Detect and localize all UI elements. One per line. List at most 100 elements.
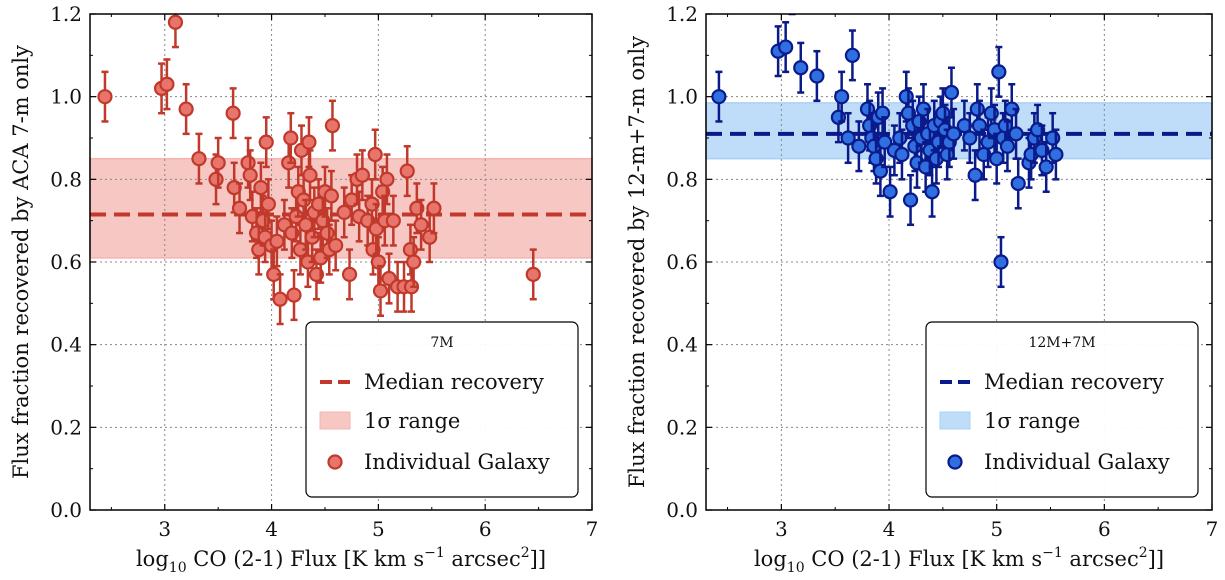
data-point xyxy=(354,167,370,183)
data-point xyxy=(924,184,940,200)
legend-band-sym: 1σ xyxy=(364,409,392,433)
y-tick-label: 1.0 xyxy=(50,85,82,109)
data-point xyxy=(301,134,317,150)
data-point xyxy=(1045,130,1061,146)
data-point xyxy=(892,130,908,146)
y-axis-label: Flux fraction recovered by ACA 7-m only xyxy=(9,45,33,479)
x-axis-label-part: 10 xyxy=(787,560,805,576)
data-point xyxy=(341,266,358,282)
data-point xyxy=(379,171,395,187)
x-tick-label: 7 xyxy=(1206,517,1219,541)
data-point xyxy=(962,130,978,146)
x-tick-label: 7 xyxy=(586,517,599,541)
y-tick-label: 0.0 xyxy=(666,498,698,522)
data-point xyxy=(385,213,401,229)
x-tick-label: 4 xyxy=(883,517,896,541)
data-point xyxy=(208,171,224,187)
data-point xyxy=(298,217,314,233)
data-point xyxy=(993,254,1009,270)
legend-band-swatch xyxy=(939,411,971,430)
data-point xyxy=(840,130,856,146)
data-point xyxy=(231,200,248,216)
legend-point-swatch xyxy=(947,454,963,470)
y-tick-label: 0.2 xyxy=(666,415,698,439)
data-point xyxy=(525,266,541,282)
x-axis-label-part: −1 xyxy=(1042,545,1063,561)
x-axis-label: log10 CO (2-1) Flux [K km s−1 arcsec2]] xyxy=(754,545,1164,576)
x-tick-label: 6 xyxy=(1098,517,1111,541)
data-point xyxy=(877,134,893,150)
legend-band-sym: 1σ xyxy=(984,409,1012,433)
y-tick-label: 1.2 xyxy=(50,2,82,26)
legend-point-swatch xyxy=(327,454,343,470)
data-point xyxy=(943,84,960,101)
data-point xyxy=(210,155,226,171)
data-point xyxy=(367,146,383,163)
data-point xyxy=(809,68,825,84)
data-point xyxy=(283,130,299,146)
y-tick-label: 0.4 xyxy=(666,333,698,357)
y-tick-label: 0.4 xyxy=(50,333,82,357)
legend-band-label: 1σ range xyxy=(984,409,1080,433)
data-point xyxy=(159,76,175,92)
data-point xyxy=(991,64,1007,80)
points-group xyxy=(711,14,1064,289)
data-point xyxy=(778,39,794,55)
y-tick-label: 1.2 xyxy=(666,2,698,26)
legend-median-label: Median recovery xyxy=(364,370,544,394)
data-point xyxy=(969,101,985,117)
x-axis-label-part: arcsec xyxy=(1063,547,1139,571)
data-point xyxy=(225,105,241,121)
data-point xyxy=(793,60,809,76)
legend-title: 12M+7M xyxy=(1028,335,1095,351)
data-point xyxy=(269,233,285,249)
data-point xyxy=(402,242,419,258)
data-point xyxy=(323,188,339,204)
x-tick-label: 3 xyxy=(158,517,171,541)
data-point xyxy=(844,47,861,63)
data-point xyxy=(882,184,898,200)
legend-box xyxy=(925,321,1199,498)
x-axis-label-part: arcsec xyxy=(445,547,521,571)
data-point xyxy=(240,155,256,171)
x-axis-label-part: 2 xyxy=(521,545,530,561)
points-group xyxy=(97,14,541,326)
x-axis-label-part: 2 xyxy=(1139,545,1148,561)
y-tick-label: 0.6 xyxy=(50,250,82,274)
legend-points-label: Individual Galaxy xyxy=(364,450,550,474)
panel-7m: 3 4 5 6 7 0.0 0.2 0.4 0.6 0.8 1.0 1.2 log10 CO (2-1)… xyxy=(9,2,599,576)
x-tick-label: 5 xyxy=(372,517,385,541)
data-point xyxy=(258,134,274,150)
x-tick-label: 6 xyxy=(479,517,492,541)
data-point xyxy=(319,225,335,241)
legend-title: 7M xyxy=(430,335,453,351)
data-point xyxy=(426,200,442,216)
data-point xyxy=(946,126,962,142)
data-point xyxy=(167,14,184,30)
x-tick-label: 3 xyxy=(775,517,788,541)
x-axis-label-part: log xyxy=(136,547,169,571)
x-tick-label: 4 xyxy=(265,517,278,541)
data-point xyxy=(983,105,999,121)
x-axis-label-part: −1 xyxy=(424,545,445,561)
data-point xyxy=(253,180,269,196)
data-point xyxy=(1008,126,1024,142)
legend-band-rest: range xyxy=(1012,409,1081,433)
data-point xyxy=(834,89,850,105)
y-tick-label: 0.8 xyxy=(50,167,82,191)
data-point xyxy=(242,167,258,183)
data-point xyxy=(399,163,415,179)
data-point xyxy=(272,291,288,307)
data-point xyxy=(302,167,318,183)
legend-median-label: Median recovery xyxy=(984,370,1164,394)
y-tick-label: 1.0 xyxy=(666,85,698,109)
data-point xyxy=(894,146,910,163)
x-axis-label-part: log xyxy=(754,547,787,571)
x-axis-label-part: CO (2-1) Flux [K km s xyxy=(187,547,425,571)
y-tick-label: 0.0 xyxy=(50,498,82,522)
legend-band-rest: range xyxy=(392,409,461,433)
data-point xyxy=(336,204,352,220)
legend-box xyxy=(305,321,579,498)
data-point xyxy=(328,237,344,254)
